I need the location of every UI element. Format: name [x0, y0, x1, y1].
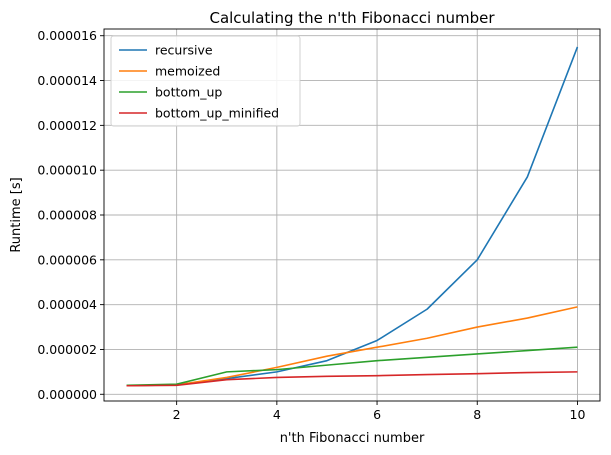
x-axis-label: n'th Fibonacci number: [280, 431, 425, 446]
legend: recursive memoized bottom_up bottom_up_mini…: [110, 35, 301, 127]
y-tick-label: 0.000002: [37, 342, 97, 357]
y-tick-label: 0.000012: [37, 118, 97, 133]
chart-title: Calculating the n'th Fibonacci number: [209, 9, 495, 27]
x-tick-label: 6: [373, 407, 381, 422]
series-line-memoized: [126, 306, 578, 387]
x-tick-label: 2: [173, 407, 181, 422]
legend-label: bottom_up_minified: [155, 106, 279, 121]
x-tick-label: 10: [570, 407, 586, 422]
plot-area: [126, 46, 579, 387]
series-line-bottom-up: [126, 346, 578, 387]
y-tick-label: 0.000010: [37, 163, 97, 178]
grid: [104, 29, 600, 401]
y-tick-label: 0.000016: [37, 28, 97, 43]
y-axis-label: Runtime [s]: [9, 177, 24, 252]
y-tick-label: 0.000004: [37, 297, 97, 312]
y-tick-label: 0.000014: [37, 73, 97, 88]
legend-label: bottom_up: [155, 85, 222, 100]
legend-box: [110, 35, 301, 127]
y-tick-label: 0.000008: [37, 208, 97, 223]
legend-label: recursive: [155, 43, 213, 58]
y-tick-label: 0.000006: [37, 252, 97, 267]
series-line-bottom-up-minified: [126, 371, 578, 387]
y-tick-label: 0.000000: [37, 387, 97, 402]
x-tick-label: 8: [473, 407, 481, 422]
axis-ticks: 2 4 6 8 10 0.000000 0.000002 0.000004 0.000006 0.…: [37, 28, 585, 422]
legend-label: memoized: [155, 64, 220, 79]
x-tick-label: 4: [273, 407, 281, 422]
